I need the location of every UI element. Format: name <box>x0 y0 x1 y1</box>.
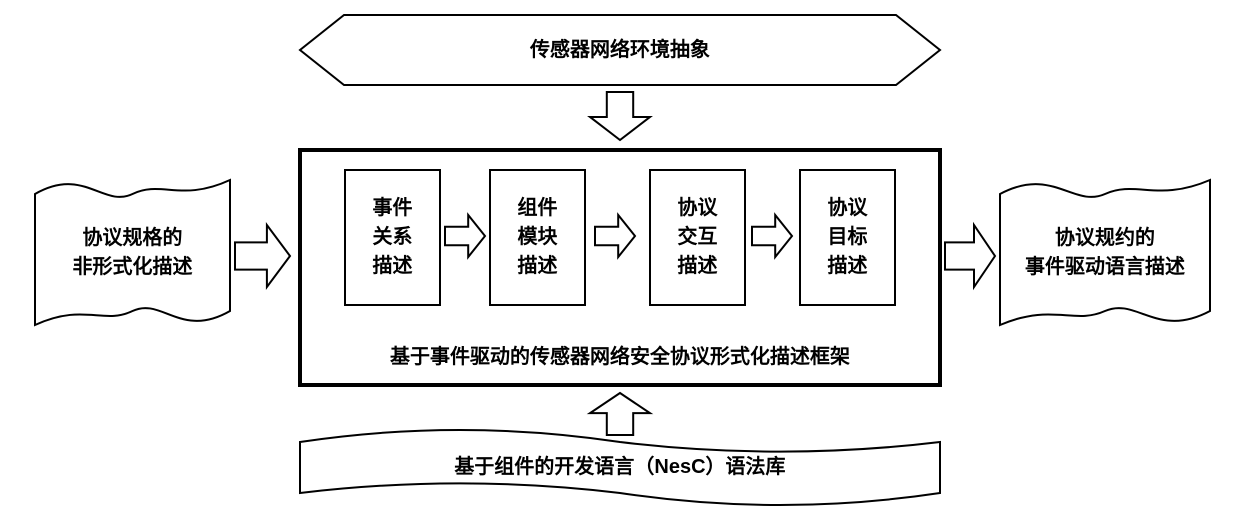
inner-3-l3: 描述 <box>678 252 718 281</box>
inner-1-l3: 描述 <box>373 252 413 281</box>
inner-4-l3: 描述 <box>828 252 868 281</box>
inner-3-l2: 交互 <box>678 223 718 252</box>
right-doc-line1: 协议规约的 <box>1055 224 1155 253</box>
left-doc-text: 协议规格的 非形式化描述 <box>35 192 230 313</box>
inner-1-l2: 关系 <box>373 223 413 252</box>
bottom-banner-text: 基于组件的开发语言（NesC）语法库 <box>300 434 940 501</box>
inner-4-l2: 目标 <box>828 223 868 252</box>
top-banner-label: 传感器网络环境抽象 <box>530 36 710 65</box>
inner-box-4-text: 协议 目标 描述 <box>800 170 895 305</box>
inner-1-l1: 事件 <box>373 194 413 223</box>
center-caption-label: 基于事件驱动的传感器网络安全协议形式化描述框架 <box>390 343 850 372</box>
inner-3-l1: 协议 <box>678 194 718 223</box>
bottom-banner-label: 基于组件的开发语言（NesC）语法库 <box>454 453 785 482</box>
inner-box-3-text: 协议 交互 描述 <box>650 170 745 305</box>
right-doc-text: 协议规约的 事件驱动语言描述 <box>1000 192 1210 313</box>
right-doc-line2: 事件驱动语言描述 <box>1025 253 1185 282</box>
center-caption-text: 基于事件驱动的传感器网络安全协议形式化描述框架 <box>300 333 940 381</box>
inner-box-2-text: 组件 模块 描述 <box>490 170 585 305</box>
inner-2-l3: 描述 <box>518 252 558 281</box>
top-banner-text: 传感器网络环境抽象 <box>300 15 940 85</box>
left-doc-line2: 非形式化描述 <box>73 253 193 282</box>
inner-4-l1: 协议 <box>828 194 868 223</box>
inner-2-l1: 组件 <box>518 194 558 223</box>
left-doc-line1: 协议规格的 <box>83 224 183 253</box>
inner-2-l2: 模块 <box>518 223 558 252</box>
inner-box-1-text: 事件 关系 描述 <box>345 170 440 305</box>
